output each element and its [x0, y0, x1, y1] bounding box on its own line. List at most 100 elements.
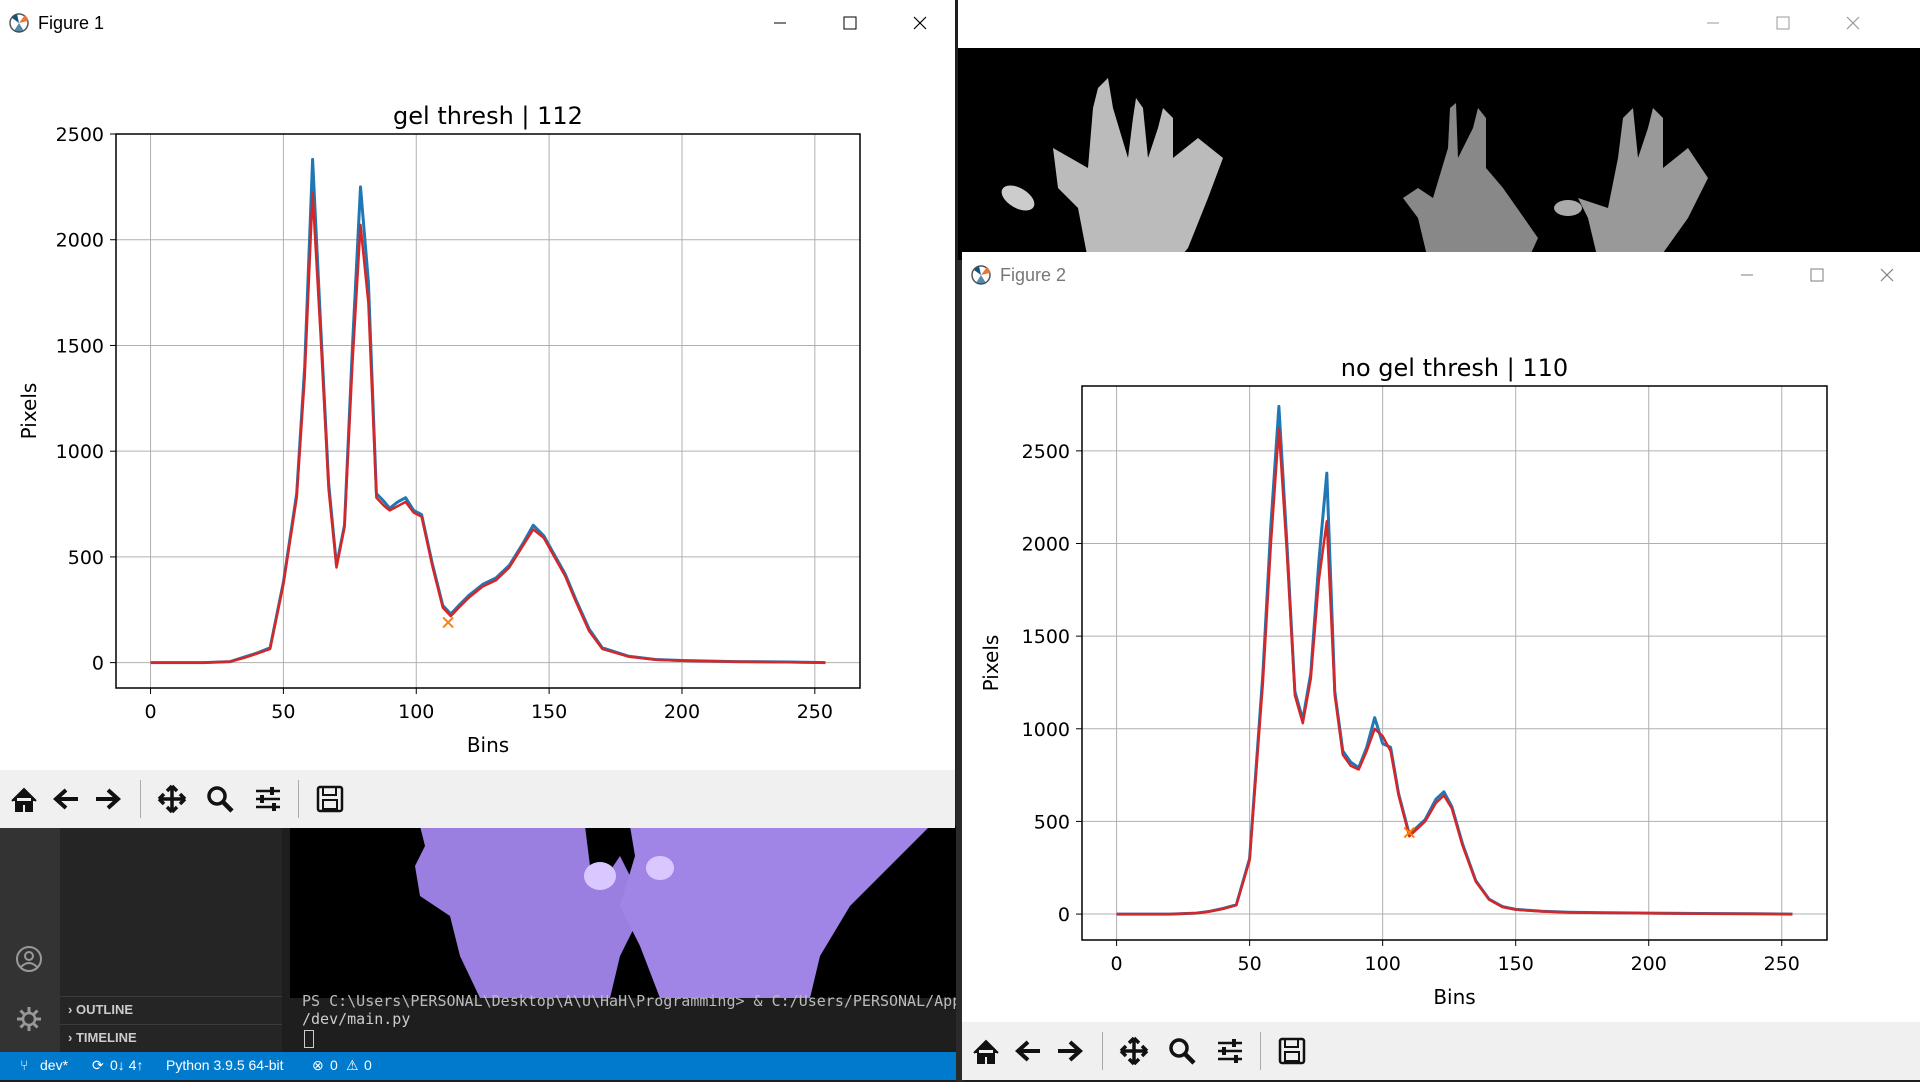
x-tick-label: 100: [1365, 953, 1401, 975]
error-icon: ⊗: [312, 1057, 324, 1073]
maximize-button[interactable]: [1782, 252, 1852, 298]
status-branch[interactable]: dev*: [40, 1057, 69, 1073]
x-tick-label: 0: [1111, 953, 1123, 975]
x-tick-label: 200: [1631, 953, 1667, 975]
status-sync[interactable]: 0↓ 4↑: [110, 1057, 144, 1073]
toolbar-separator: [1102, 1032, 1103, 1070]
maximize-button[interactable]: [815, 0, 885, 46]
y-axis-label: Pixels: [979, 635, 1003, 692]
minimize-button[interactable]: [745, 0, 815, 46]
y-tick-label: 1500: [56, 335, 104, 357]
status-errors[interactable]: 0: [330, 1057, 338, 1073]
minimize-icon: [774, 22, 786, 24]
y-tick-label: 1000: [56, 441, 104, 463]
histogram-raw-line: [150, 157, 826, 665]
forward-button[interactable]: [88, 778, 128, 820]
arrow-left-icon: [1015, 1040, 1040, 1062]
status-python[interactable]: Python 3.9.5 64-bit: [166, 1057, 284, 1073]
matplotlib-logo-icon: [9, 13, 29, 33]
sliders-icon: [256, 787, 280, 811]
maximize-button[interactable]: [1748, 0, 1818, 46]
magnifier-icon: [1169, 1038, 1196, 1065]
figure2-toolbar: [962, 1022, 1920, 1080]
chart-title: gel thresh | 112: [393, 102, 583, 130]
maximize-icon: [1810, 268, 1824, 282]
x-tick-label: 100: [398, 701, 434, 723]
x-tick-label: 150: [531, 701, 567, 723]
arrow-left-icon: [53, 788, 78, 810]
forward-button[interactable]: [1050, 1030, 1090, 1072]
home-icon: [11, 787, 37, 812]
y-tick-label: 0: [1058, 904, 1070, 926]
minimize-button[interactable]: [1712, 252, 1782, 298]
histogram-smoothed-line: [150, 191, 826, 664]
back-button[interactable]: [46, 778, 86, 820]
y-axis-label: Pixels: [17, 383, 41, 440]
figure1-toolbar: [0, 770, 955, 828]
move-icon: [1119, 1036, 1149, 1066]
threshold-marker: [1403, 826, 1415, 839]
floppy-disk-icon: [316, 785, 344, 813]
y-tick-label: 2000: [1022, 533, 1070, 555]
home-button[interactable]: [4, 778, 44, 820]
arrow-right-icon: [1058, 1040, 1083, 1062]
outline-section[interactable]: › OUTLINE: [68, 1002, 133, 1017]
move-icon: [157, 784, 187, 814]
back-button[interactable]: [1008, 1030, 1048, 1072]
marker-stroke: [442, 616, 454, 629]
y-tick-label: 2500: [56, 124, 104, 146]
pan-button[interactable]: [152, 778, 192, 820]
figure2-title: Figure 2: [1000, 265, 1067, 285]
maximize-icon: [843, 16, 857, 30]
home-button[interactable]: [966, 1030, 1006, 1072]
timeline-section[interactable]: › TIMELINE: [68, 1030, 137, 1045]
figure1-window: Figure 1 gel thresh | 112 0 50 100 150 200 250…: [0, 0, 955, 828]
configure-subplots-button[interactable]: [1210, 1030, 1250, 1072]
toolbar-separator: [140, 780, 141, 818]
terminal-cursor: [304, 1030, 314, 1048]
x-tick-label: 150: [1498, 953, 1534, 975]
x-tick-label: 250: [797, 701, 833, 723]
status-warnings[interactable]: 0: [364, 1057, 372, 1073]
configure-subplots-button[interactable]: [248, 778, 288, 820]
home-icon: [973, 1039, 999, 1064]
minimize-button[interactable]: [1678, 0, 1748, 46]
account-icon[interactable]: [14, 944, 44, 974]
y-tick-label: 1500: [1022, 626, 1070, 648]
close-icon: [1880, 268, 1894, 282]
window-gap-strip: [956, 260, 964, 1082]
figure1-titlebar: Figure 1: [0, 0, 955, 48]
vscode-sidebar: › OUTLINE › TIMELINE: [60, 828, 282, 1052]
y-tick-label: 500: [68, 547, 104, 569]
toolbar-separator: [1260, 1032, 1261, 1070]
settings-gear-icon[interactable]: [14, 1004, 44, 1034]
gray-hands-window: [958, 0, 1920, 260]
save-button[interactable]: [1272, 1030, 1312, 1072]
branch-icon: ⑂: [20, 1057, 29, 1073]
terminal-line-2: /dev/main.py: [302, 1010, 411, 1028]
timeline-label: TIMELINE: [75, 1030, 137, 1045]
y-tick-label: 500: [1034, 811, 1070, 833]
toolbar-separator: [298, 780, 299, 818]
magnifier-icon: [207, 786, 234, 813]
figure2-titlebar: Figure 2: [962, 252, 1920, 300]
terminal-line-1: PS C:\Users\PERSONAL\Desktop\A\U\HaH\Pro…: [302, 992, 962, 1010]
save-button[interactable]: [310, 778, 350, 820]
arrow-right-icon: [96, 788, 121, 810]
close-button[interactable]: [1818, 0, 1888, 46]
x-axis-label: Bins: [467, 733, 509, 757]
zoom-button[interactable]: [1162, 1030, 1202, 1072]
pan-button[interactable]: [1114, 1030, 1154, 1072]
outline-label: OUTLINE: [75, 1002, 134, 1017]
close-button[interactable]: [1852, 252, 1920, 298]
zoom-button[interactable]: [200, 778, 240, 820]
axes-frame: [1081, 385, 1828, 941]
x-tick-label: 0: [144, 701, 156, 723]
close-icon: [913, 16, 927, 30]
vscode-activity-bar: [0, 828, 60, 1052]
figure1-title: Figure 1: [38, 13, 105, 33]
close-button[interactable]: [885, 0, 955, 46]
y-tick-label: 0: [92, 653, 104, 675]
